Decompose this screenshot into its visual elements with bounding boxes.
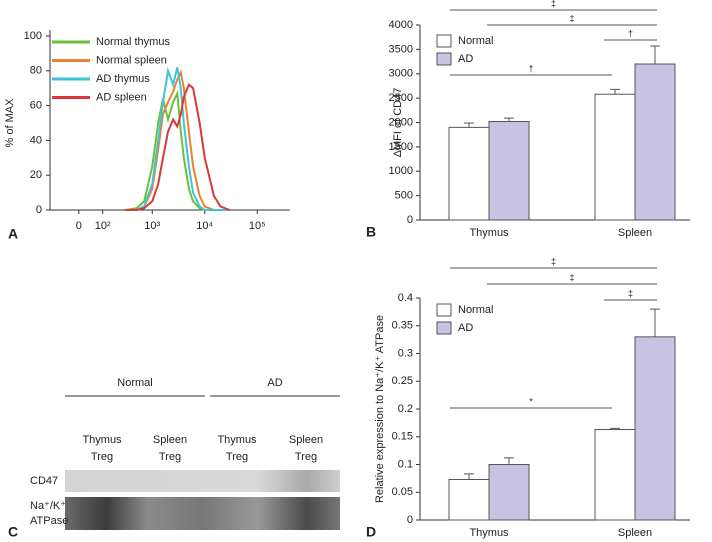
lane-label: Spleen [153,434,187,446]
bar [634,63,676,221]
panel-label: B [366,224,376,240]
series-line [125,83,231,211]
legend-label: AD [458,53,473,65]
y-tick-label: 0.4 [398,292,413,304]
y-tick-label: 60 [30,100,42,112]
significance-mark: † [528,63,533,73]
series-line [125,66,230,211]
y-tick-label: 0.3 [398,347,413,359]
x-tick-label: 10² [95,220,111,232]
x-tick-label: 10⁴ [196,220,213,232]
panel-label: D [366,524,376,540]
significance-mark: ‡ [569,272,574,282]
x-tick-label: Spleen [618,227,652,239]
bar [448,126,490,221]
legend-swatch [436,321,452,335]
bar [488,464,530,521]
bar [594,93,636,221]
error-bar [504,117,514,122]
panel-label: C [8,524,18,540]
y-tick-label: 1500 [389,141,413,153]
blot-band-cd47 [65,470,340,492]
legend-label: Normal spleen [96,54,167,66]
panel-label: A [8,226,18,242]
error-bar [610,88,620,95]
significance-mark: ‡ [569,13,574,23]
y-axis-label: ΔMFI of CD47 [392,88,404,158]
significance-mark: ‡ [551,256,556,266]
bar [488,121,530,221]
lane-label: Treg [91,451,113,463]
error-bar [464,473,474,480]
group-label: Normal [117,377,152,389]
y-tick-label: 1000 [389,165,413,177]
significance-mark: ‡ [628,288,633,298]
y-tick-label: 0 [407,214,413,226]
row-label: ATPase [30,515,68,527]
legend-label: AD thymus [96,73,150,85]
y-tick-label: 80 [30,65,42,77]
lane-label: Spleen [289,434,323,446]
error-bar [650,308,660,337]
y-tick-label: 0.15 [392,431,413,443]
legend-swatch [436,34,452,48]
y-tick-label: 20 [30,169,42,181]
group-label: AD [267,377,282,389]
y-tick-label: 0 [36,204,42,216]
row-label: Na⁺/K⁺ [30,500,66,512]
y-tick-label: 0.25 [392,375,413,387]
lane-label: Treg [159,451,181,463]
lane-label: Thymus [82,434,122,446]
y-tick-label: 40 [30,134,42,146]
x-tick-label: Thymus [469,227,509,239]
error-bar [464,122,474,128]
bar [448,478,490,521]
significance-mark: † [628,28,633,38]
lane-label: Treg [295,451,317,463]
error-bar [650,45,660,64]
blot-band-atpase [65,497,340,530]
significance-mark: ‡ [551,0,556,8]
bar [594,429,636,521]
y-tick-label: 2500 [389,92,413,104]
x-tick-label: 10³ [144,220,160,232]
legend-label: Normal thymus [96,36,170,48]
y-tick-label: 100 [24,30,42,42]
y-tick-label: 3500 [389,43,413,55]
x-tick-label: Spleen [618,527,652,539]
error-bar [504,457,514,465]
error-bar [610,427,620,430]
lane-label: Treg [226,451,248,463]
legend-swatch [436,303,452,317]
x-tick-label: Thymus [469,527,509,539]
y-axis-label: % of MAX [4,98,16,148]
y-tick-label: 0.05 [392,486,413,498]
x-tick-label: 0 [76,220,82,232]
y-tick-label: 0.2 [398,403,413,415]
legend-label: AD [458,322,473,334]
legend-label: Normal [458,304,493,316]
legend-swatch [436,52,452,66]
significance-mark: * [529,396,533,406]
y-tick-label: 0.35 [392,320,413,332]
y-tick-label: 3000 [389,68,413,80]
row-label: CD47 [30,475,58,487]
y-tick-label: 2000 [389,116,413,128]
legend-label: AD spleen [96,91,147,103]
y-axis-label: Relative expression to Na⁺/K⁺ ATPase [374,315,386,503]
y-tick-label: 500 [395,190,413,202]
y-tick-label: 4000 [389,19,413,31]
legend-label: Normal [458,35,493,47]
y-tick-label: 0 [407,514,413,526]
x-tick-label: 10⁵ [249,220,266,232]
y-tick-label: 0.1 [398,458,413,470]
lane-label: Thymus [217,434,257,446]
bar [634,336,676,521]
